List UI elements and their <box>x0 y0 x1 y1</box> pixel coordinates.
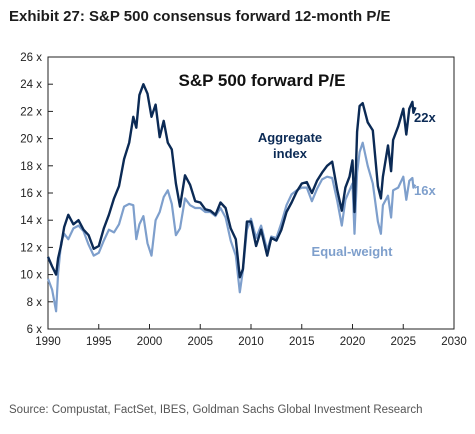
x-tick-label: 2020 <box>340 336 366 348</box>
x-tick-label: 2000 <box>137 336 163 348</box>
chart-title: S&P 500 forward P/E <box>179 71 346 90</box>
y-tick-label: 20 x <box>20 134 42 146</box>
y-tick-label: 10 x <box>20 270 42 282</box>
x-tick-label: 1995 <box>86 336 112 348</box>
x-tick-label: 2005 <box>187 336 213 348</box>
y-tick-label: 14 x <box>20 215 42 227</box>
equal-weight-line <box>46 141 417 313</box>
x-tick-label: 2010 <box>238 336 264 348</box>
x-tick-label: 1990 <box>35 336 61 348</box>
y-tick-label: 8 x <box>27 297 43 309</box>
aggregate-label: Aggregate <box>258 130 322 145</box>
equal-weight-end-label: 16x <box>414 183 436 198</box>
x-tick-label: 2015 <box>289 336 315 348</box>
chart: 6 x 8 x 10 x 12 x 14 x 16 x 18 x 20 x 22 x 24 x 26… <box>20 52 467 348</box>
y-tick-label: 26 x <box>20 52 42 64</box>
aggregate-end-label: 22x <box>414 110 436 125</box>
source-note: Source: Compustat, FactSet, IBES, Goldma… <box>9 404 423 416</box>
y-tick-label: 24 x <box>20 79 42 91</box>
x-axis: 1990 1995 2000 2005 2010 2015 2020 2025 2030 <box>35 324 467 348</box>
y-tick-label: 22 x <box>20 106 42 118</box>
aggregate-label-line2: index <box>273 146 308 161</box>
y-axis: 6 x 8 x 10 x 12 x 14 x 16 x 18 x 20 x 22 x 24 x 26… <box>20 52 53 336</box>
y-tick-label: 6 x <box>27 324 43 336</box>
x-tick-label: 2025 <box>390 336 416 348</box>
x-tick-label: 2030 <box>441 336 467 348</box>
exhibit-title: Exhibit 27: S&P 500 consensus forward 12… <box>9 8 391 25</box>
aggregate-index-line <box>46 83 417 279</box>
y-tick-label: 18 x <box>20 161 42 173</box>
equal-weight-label: Equal-weight <box>312 244 394 259</box>
series-layer <box>46 83 417 313</box>
y-tick-label: 16 x <box>20 188 42 200</box>
y-tick-label: 12 x <box>20 242 42 254</box>
